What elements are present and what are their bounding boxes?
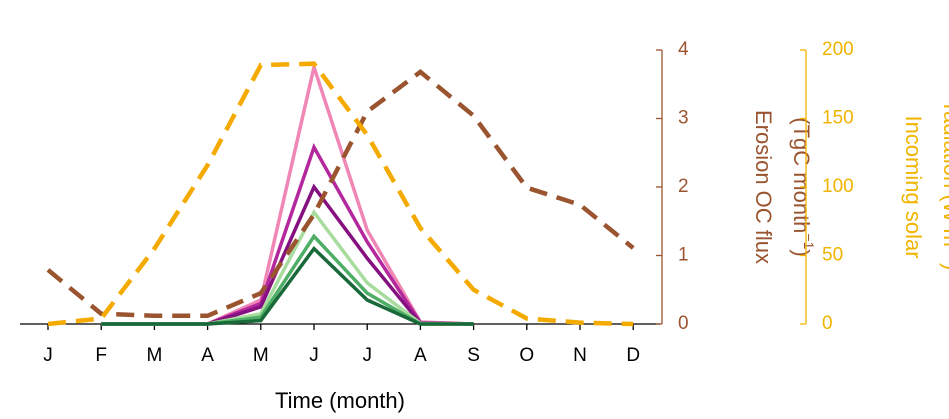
x-tick-label: J: [309, 345, 319, 366]
y-tick-label: 0: [822, 313, 833, 334]
y-axis-title-line: radiation (W m−2): [939, 104, 949, 270]
title-suffix: ): [789, 249, 814, 256]
x-axis-title: Time (month): [275, 388, 405, 413]
y-axis-title-line: Erosion OC flux: [751, 110, 776, 264]
dashed-line: [46, 69, 635, 319]
x-tick-label: M: [253, 345, 269, 366]
y-tick-label: 150: [822, 108, 854, 129]
y-tick-label: 200: [822, 39, 854, 60]
x-tick-label: D: [626, 345, 640, 366]
y-tick-label: 50: [822, 245, 843, 266]
x-tick-label: J: [43, 345, 53, 366]
x-tick-label: A: [414, 345, 427, 366]
x-tick-label: O: [519, 345, 534, 366]
y-axis-title: Erosion OC flux (TgC month−1): [751, 110, 817, 264]
x-tick-label: J: [362, 345, 372, 366]
x-tick-label: N: [573, 345, 587, 366]
y-tick-label: 4: [678, 39, 689, 60]
x-tick-label: F: [95, 345, 107, 366]
y-tick-label: 100: [822, 176, 854, 197]
line: [101, 143, 474, 326]
title-text: radiation (W m: [939, 104, 949, 247]
line: [101, 246, 474, 326]
y-axis-title: Incoming solar radiation (W m−2): [901, 104, 949, 270]
x-tick-label: A: [201, 345, 214, 366]
title-superscript: −1: [801, 233, 817, 249]
title-text: Erosion OC flux: [751, 110, 776, 264]
title-text: (TgC month: [789, 117, 814, 233]
y-tick-label: 0: [678, 313, 689, 334]
x-tick-label: S: [467, 345, 480, 366]
y-axis-title-line: Incoming solar: [901, 115, 926, 258]
title-suffix: ): [939, 263, 949, 270]
y-axis-title-line: (TgC month−1): [789, 117, 817, 256]
line: [101, 183, 474, 326]
title-text: Incoming solar: [901, 115, 926, 258]
dashed-line: [47, 61, 634, 327]
y-tick-label: 3: [678, 108, 689, 129]
y-tick-label: 2: [678, 176, 689, 197]
x-tick-label: M: [146, 345, 162, 366]
y-tick-label: 1: [678, 245, 689, 266]
